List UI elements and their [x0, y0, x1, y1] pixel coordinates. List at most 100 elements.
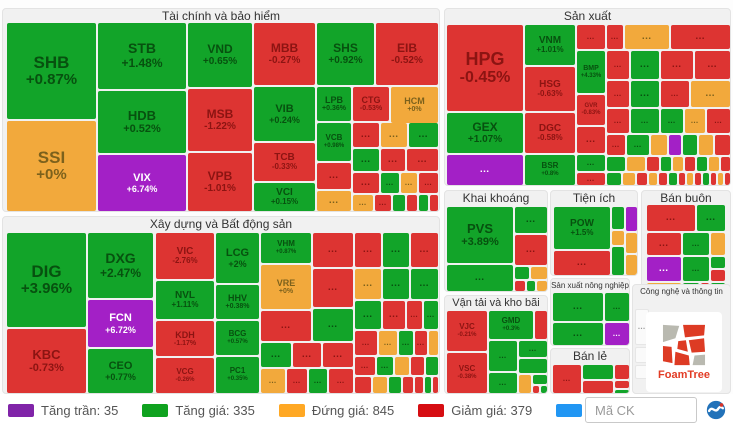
mini-tile[interactable] — [697, 157, 707, 171]
mini-tile[interactable]: … — [697, 205, 725, 231]
mini-tile[interactable] — [515, 267, 529, 279]
section-tien-ich[interactable]: Tiện ích POW +1.5%… — [550, 190, 638, 276]
mini-tile[interactable] — [623, 173, 635, 185]
tile-SSI[interactable]: SSI +0% — [7, 121, 96, 211]
tile-PVS[interactable]: PVS +3.89% — [447, 207, 513, 263]
tile-LPB[interactable]: LPB +0.36% — [317, 87, 351, 121]
tile-HSG[interactable]: HSG -0.63% — [525, 67, 575, 111]
mini-tile[interactable] — [407, 195, 417, 211]
mini-tile[interactable] — [612, 231, 624, 245]
mini-tile[interactable]: … — [631, 109, 659, 133]
mini-tile[interactable]: … — [607, 51, 629, 79]
mini-tile[interactable] — [429, 331, 438, 355]
mini-tile[interactable] — [535, 311, 547, 339]
ticker-search-input[interactable] — [585, 397, 697, 423]
section-van-tai[interactable]: Vận tải và kho bãi VJC -0.21% VSC -0.38% GMD +… — [444, 295, 548, 394]
mini-tile[interactable] — [651, 135, 667, 155]
tile-VPB[interactable]: VPB -1.01% — [188, 153, 252, 211]
mini-tile[interactable]: … — [625, 25, 669, 49]
mini-tile[interactable]: … — [605, 293, 629, 321]
mini-tile[interactable]: … — [379, 331, 397, 355]
mini-tile[interactable] — [393, 195, 405, 211]
tile-GMD[interactable]: GMD +0.3% — [489, 311, 533, 339]
mini-tile[interactable]: … — [407, 301, 422, 329]
mini-tile[interactable] — [411, 357, 424, 375]
mini-tile[interactable]: … — [707, 109, 730, 133]
mini-tile[interactable]: … — [553, 323, 603, 345]
tile-PC1[interactable]: PC1 +0.35% — [216, 357, 259, 393]
mini-tile[interactable]: … — [685, 109, 705, 133]
section-nong-nghiep[interactable]: Sản xuất nông nghiệp ………… — [550, 278, 630, 346]
mini-tile[interactable] — [515, 281, 525, 291]
mini-tile[interactable]: … — [661, 109, 683, 133]
section-tai-chinh[interactable]: Tài chính và bảo hiểm SHB +0.87% SSI +0% STB +… — [2, 8, 440, 212]
mini-tile[interactable] — [661, 157, 671, 171]
mini-tile[interactable]: … — [671, 25, 730, 49]
mini-tile[interactable] — [709, 157, 719, 171]
mini-tile[interactable]: … — [411, 269, 438, 299]
tile-HCM[interactable]: HCM +0% — [391, 87, 438, 123]
mini-tile[interactable]: … — [353, 195, 373, 211]
mini-tile[interactable] — [615, 390, 629, 393]
tile-VIB[interactable]: VIB +0.24% — [254, 87, 315, 141]
mini-tile[interactable] — [695, 173, 701, 185]
mini-tile[interactable]: … — [355, 233, 381, 267]
mini-tile[interactable] — [612, 247, 624, 275]
mini-tile[interactable]: … — [577, 173, 605, 185]
mini-tile[interactable] — [669, 173, 677, 185]
mini-tile[interactable]: … — [519, 341, 547, 357]
mini-tile[interactable]: … — [489, 341, 517, 371]
tile-GEX[interactable]: GEX +1.07% — [447, 113, 523, 153]
mini-tile[interactable]: … — [409, 123, 438, 147]
mini-tile[interactable] — [703, 173, 709, 185]
mini-tile[interactable] — [673, 157, 683, 171]
mini-tile[interactable]: … — [287, 369, 307, 393]
mini-tile[interactable]: … — [381, 123, 407, 147]
mini-tile[interactable]: … — [317, 191, 351, 211]
mini-tile[interactable]: … — [411, 233, 438, 267]
mini-tile[interactable]: … — [415, 331, 427, 355]
mini-tile[interactable]: … — [683, 233, 709, 255]
mini-tile[interactable]: … — [647, 257, 681, 281]
mini-tile[interactable]: … — [261, 369, 285, 393]
tile-TCB[interactable]: TCB -0.33% — [254, 143, 315, 181]
mini-tile[interactable]: … — [553, 293, 603, 321]
tile-VNM[interactable]: VNM +1.01% — [525, 25, 575, 65]
mini-tile[interactable]: … — [607, 25, 623, 49]
mini-tile[interactable] — [583, 365, 613, 379]
mini-tile[interactable] — [683, 135, 697, 155]
tile-VJC[interactable]: VJC -0.21% — [447, 311, 487, 351]
mini-tile[interactable] — [725, 173, 730, 185]
mini-tile[interactable]: … — [607, 135, 625, 155]
mini-tile[interactable] — [711, 233, 725, 255]
tile-FCN[interactable]: FCN +6.72% — [88, 300, 153, 347]
mini-tile[interactable] — [679, 173, 685, 185]
mini-tile[interactable]: … — [447, 155, 523, 185]
tile-VIX[interactable]: VIX +6.74% — [98, 155, 186, 211]
mini-tile[interactable] — [425, 377, 431, 393]
tile-CTG[interactable]: CTG -0.53% — [353, 87, 389, 121]
mini-tile[interactable]: … — [353, 173, 379, 193]
mini-tile[interactable]: … — [381, 173, 399, 193]
mini-tile[interactable]: … — [313, 269, 353, 307]
mini-tile[interactable]: … — [375, 195, 391, 211]
mini-tile[interactable] — [615, 381, 629, 388]
mini-tile[interactable]: … — [323, 343, 353, 367]
mini-tile[interactable]: … — [293, 343, 321, 367]
mini-tile[interactable] — [627, 157, 645, 171]
mini-tile[interactable] — [615, 365, 629, 379]
mini-tile[interactable] — [541, 386, 547, 393]
tile-LCG[interactable]: LCG +2% — [216, 233, 259, 283]
mini-tile[interactable] — [721, 157, 730, 171]
mini-tile[interactable] — [612, 207, 624, 229]
mini-tile[interactable]: … — [577, 127, 605, 153]
tile-MSB[interactable]: MSB -1.22% — [188, 89, 252, 151]
mini-tile[interactable]: … — [353, 149, 379, 171]
mini-tile[interactable] — [531, 267, 547, 279]
mini-tile[interactable] — [718, 173, 723, 185]
mini-tile[interactable] — [426, 357, 438, 375]
mini-tile[interactable]: … — [313, 233, 353, 267]
tile-VHM[interactable]: VHM +0.87% — [261, 233, 311, 263]
mini-tile[interactable]: … — [554, 251, 610, 275]
tile-VIC[interactable]: VIC -2.76% — [156, 233, 214, 279]
